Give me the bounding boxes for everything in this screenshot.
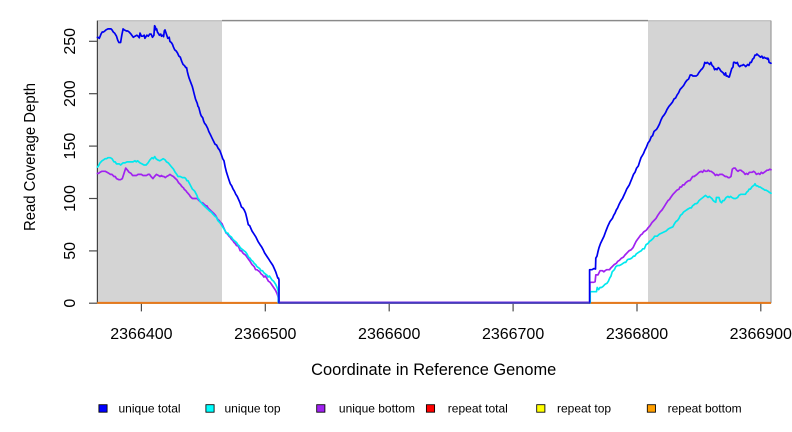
svg-text:2366600: 2366600 <box>358 326 420 343</box>
svg-text:repeat top: repeat top <box>557 402 611 416</box>
svg-text:200: 200 <box>62 80 79 107</box>
svg-text:2366400: 2366400 <box>110 326 172 343</box>
svg-text:unique total: unique total <box>119 402 181 416</box>
svg-text:repeat bottom: repeat bottom <box>668 402 742 416</box>
svg-text:250: 250 <box>62 28 79 55</box>
svg-text:Coordinate in Reference Genome: Coordinate in Reference Genome <box>311 361 556 379</box>
svg-text:0: 0 <box>62 299 79 308</box>
svg-text:unique top: unique top <box>225 402 281 416</box>
svg-text:2366800: 2366800 <box>606 326 668 343</box>
svg-text:2366700: 2366700 <box>482 326 544 343</box>
svg-text:150: 150 <box>62 133 79 160</box>
svg-text:repeat total: repeat total <box>448 402 508 416</box>
svg-text:2366900: 2366900 <box>730 326 792 343</box>
svg-text:2366500: 2366500 <box>234 326 296 343</box>
svg-text:unique bottom: unique bottom <box>339 402 415 416</box>
svg-text:50: 50 <box>62 242 79 260</box>
svg-text:100: 100 <box>62 185 79 212</box>
svg-text:Read Coverage Depth: Read Coverage Depth <box>22 83 39 231</box>
